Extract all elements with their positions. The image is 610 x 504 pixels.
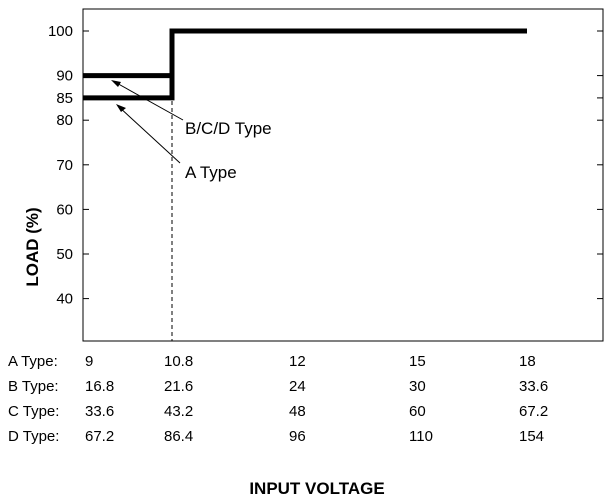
voltage-cell: 96 [289, 428, 306, 445]
y-axis-ticks: 100 90 85 80 70 60 50 40 [48, 23, 603, 308]
y-tick-label: 60 [56, 201, 73, 218]
voltage-cell: 18 [519, 353, 536, 370]
y-tick-label: 80 [56, 112, 73, 129]
voltage-cell: 10.8 [164, 353, 193, 370]
voltage-cell: 60 [409, 403, 426, 420]
series-group [83, 28, 527, 341]
y-tick-label: 100 [48, 23, 73, 40]
voltage-cell: 48 [289, 403, 306, 420]
leader-a-arrowhead [116, 104, 126, 112]
x-axis-title: INPUT VOLTAGE [249, 479, 384, 498]
leader-bcd-type [112, 80, 184, 121]
y-tick-label: 70 [56, 157, 73, 174]
voltage-cell: 33.6 [519, 378, 548, 395]
voltage-cell: 21.6 [164, 378, 193, 395]
voltage-cell: 33.6 [85, 403, 114, 420]
series-line-a-type [83, 28, 527, 101]
voltage-cell: 30 [409, 378, 426, 395]
leader-a-type [117, 105, 181, 164]
voltage-cell: 12 [289, 353, 306, 370]
voltage-cell: 67.2 [85, 428, 114, 445]
voltage-cell: 43.2 [164, 403, 193, 420]
series-line-bcd-type [83, 28, 527, 79]
voltage-row-label: A Type: [8, 353, 58, 370]
voltage-cell: 86.4 [164, 428, 193, 445]
voltage-cell: 16.8 [85, 378, 114, 395]
plot-frame [82, 8, 604, 342]
voltage-cell: 110 [409, 428, 433, 445]
voltage-row-label: C Type: [8, 403, 59, 420]
annotation-a-type: A Type [185, 163, 237, 182]
voltage-row-label: B Type: [8, 378, 59, 395]
voltage-table: A Type: 9 10.8 12 15 18 B Type: 16.8 21.6 24 30 33.… [8, 353, 548, 445]
y-tick-label: 50 [56, 246, 73, 263]
voltage-cell: 24 [289, 378, 306, 395]
leader-bcd-arrowhead [111, 80, 121, 87]
voltage-cell: 154 [519, 428, 544, 445]
y-axis-title: LOAD (%) [23, 207, 42, 286]
y-tick-label: 90 [56, 68, 73, 85]
voltage-row-label: D Type: [8, 428, 59, 445]
voltage-cell: 9 [85, 353, 93, 370]
annotation-bcd-type: B/C/D Type [185, 119, 272, 138]
voltage-cell: 67.2 [519, 403, 548, 420]
y-tick-label: 40 [56, 291, 73, 308]
voltage-cell: 15 [409, 353, 426, 370]
y-tick-label: 85 [56, 90, 73, 107]
